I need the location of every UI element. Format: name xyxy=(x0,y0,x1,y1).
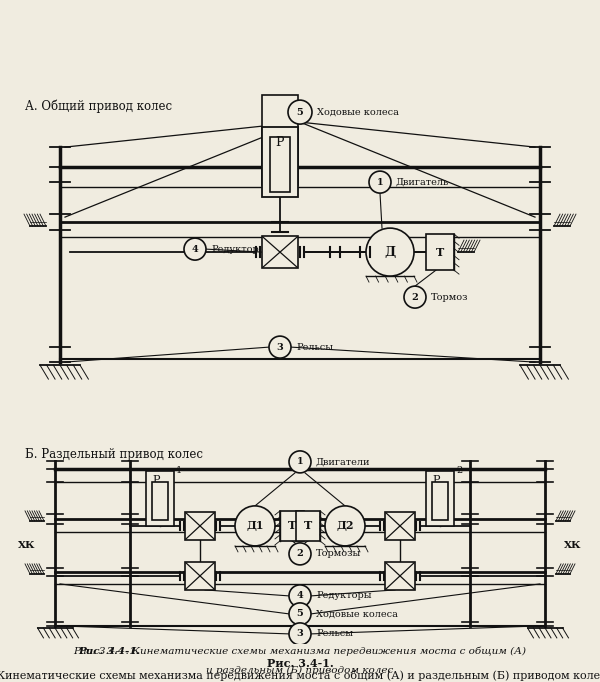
Bar xyxy=(152,482,168,520)
Circle shape xyxy=(184,238,206,260)
Bar xyxy=(146,471,174,526)
Text: Р: Р xyxy=(152,475,160,485)
Circle shape xyxy=(288,100,312,124)
Bar xyxy=(426,471,454,526)
Bar xyxy=(280,511,304,541)
Text: и раздельным (Б) приводом колес: и раздельным (Б) приводом колес xyxy=(206,666,394,675)
Text: 1: 1 xyxy=(296,458,304,466)
Bar xyxy=(270,137,290,192)
Text: 2: 2 xyxy=(296,550,304,559)
Text: Т: Т xyxy=(288,520,296,531)
Text: 2: 2 xyxy=(456,466,462,475)
Text: Рис. 3.4-1.: Рис. 3.4-1. xyxy=(78,647,140,656)
Bar xyxy=(385,512,415,540)
Circle shape xyxy=(289,543,311,565)
Bar xyxy=(385,562,415,590)
Bar xyxy=(432,482,448,520)
Bar xyxy=(185,512,215,540)
Text: Тормоз: Тормоз xyxy=(431,293,469,301)
Text: 2: 2 xyxy=(412,293,418,301)
Bar xyxy=(185,562,215,590)
Text: Рис. 3.4-1.: Рис. 3.4-1. xyxy=(266,658,334,669)
Circle shape xyxy=(289,623,311,645)
Text: ХК: ХК xyxy=(18,541,36,550)
Circle shape xyxy=(325,506,365,546)
Text: Т: Т xyxy=(436,247,444,258)
Text: 5: 5 xyxy=(296,610,304,619)
Text: Д: Д xyxy=(385,246,395,258)
Text: Рельсы: Рельсы xyxy=(296,342,333,352)
Bar xyxy=(426,234,454,270)
Text: Редукторы: Редукторы xyxy=(316,591,371,600)
Circle shape xyxy=(289,585,311,607)
Circle shape xyxy=(235,506,275,546)
Text: Рельсы: Рельсы xyxy=(316,629,353,638)
Text: Р: Р xyxy=(432,475,440,485)
Text: Д2: Д2 xyxy=(336,520,354,531)
Text: Б. Раздельный привод колес: Б. Раздельный привод колес xyxy=(25,448,203,461)
Text: ХК: ХК xyxy=(564,541,582,550)
Circle shape xyxy=(404,286,426,308)
Circle shape xyxy=(289,451,311,473)
Text: Д1: Д1 xyxy=(246,520,264,531)
Text: Рис. 3.4-1. Кинематические схемы механизма передвижения моста с общим (А): Рис. 3.4-1. Кинематические схемы механиз… xyxy=(74,647,527,656)
Circle shape xyxy=(366,228,414,276)
Text: Двигатели: Двигатели xyxy=(316,458,371,466)
Text: Тормозы: Тормозы xyxy=(316,550,361,559)
Text: Редуктор: Редуктор xyxy=(211,245,259,254)
Bar xyxy=(262,95,298,185)
Bar xyxy=(262,236,298,268)
Circle shape xyxy=(269,336,291,358)
Text: 4: 4 xyxy=(191,245,199,254)
Text: Р: Р xyxy=(276,136,284,149)
Text: 3: 3 xyxy=(277,342,283,352)
Text: А. Общий привод колес: А. Общий привод колес xyxy=(25,99,172,113)
Text: Ходовые колеса: Ходовые колеса xyxy=(317,108,399,117)
Circle shape xyxy=(289,603,311,625)
Text: Двигатель: Двигатель xyxy=(396,177,449,187)
Bar xyxy=(296,511,320,541)
Text: Т: Т xyxy=(304,520,312,531)
Text: 1: 1 xyxy=(176,466,182,475)
Text: 3: 3 xyxy=(296,629,304,638)
Circle shape xyxy=(369,171,391,193)
Bar xyxy=(262,127,298,197)
Text: 5: 5 xyxy=(296,108,304,117)
Text: Кинематические схемы механизма передвижения моста с общим (А) и раздельным (Б) п: Кинематические схемы механизма передвиже… xyxy=(0,670,600,681)
Text: Ходовые колеса: Ходовые колеса xyxy=(316,610,398,619)
Text: 1: 1 xyxy=(377,177,383,187)
Text: 4: 4 xyxy=(296,591,304,600)
